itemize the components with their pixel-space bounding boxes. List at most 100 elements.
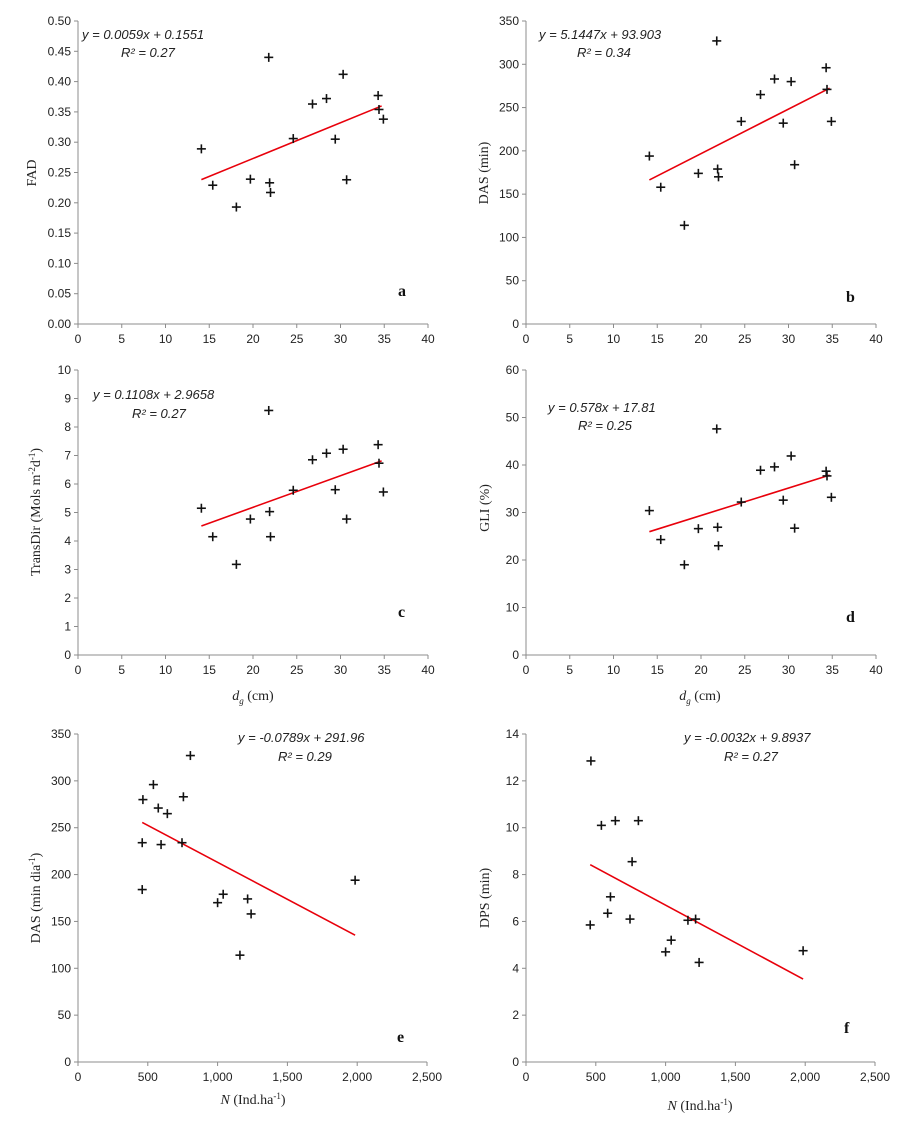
panel-f-trend-line (589, 863, 804, 980)
panel-f-x-tick-label: 2,000 (790, 1070, 820, 1084)
panel-e-x-label-sup: -1 (273, 1091, 281, 1101)
panel-e-data-point (137, 838, 147, 848)
panel-c-r2: R² = 0.27 (132, 406, 187, 421)
panel-b-x-tick-label: 5 (566, 332, 573, 346)
panel-c-points (196, 405, 388, 569)
panel-f-x-tick-label: 2,500 (860, 1070, 890, 1084)
panel-c-data-point (245, 514, 255, 524)
panel-b: 0 50 100 150 200 250 300 350 0 5 10 15 20 25 30 35 40 y … (477, 14, 883, 346)
panel-c-x-label-unit: (cm) (244, 689, 274, 704)
panel-c-y-tick-label: 3 (64, 563, 71, 577)
panel-c-x-label-main: d (232, 689, 240, 704)
panel-d-y-tick-label: 60 (506, 363, 520, 377)
panel-b-data-point (826, 116, 836, 126)
panel-a-x-tick-label: 30 (334, 332, 348, 346)
panel-f-equation: y = -0.0032x + 9.8937 (683, 730, 811, 745)
panel-f-data-point (633, 816, 643, 826)
panel-c-y-label-mid: d (29, 460, 44, 467)
panel-a-x-tick-label: 20 (246, 332, 260, 346)
panel-b-axes: 0 50 100 150 200 250 300 350 0 5 10 15 20 25 30 35 40 (499, 14, 883, 346)
panel-e-y-tick-label: 50 (58, 1008, 72, 1022)
panel-c-letter: c (398, 604, 405, 621)
panel-b-x-tick-label: 0 (523, 332, 530, 346)
panel-f-y-tick-label: 6 (512, 914, 519, 928)
panel-b-data-point (786, 77, 796, 87)
panel-e-trend (141, 821, 356, 936)
panel-d-data-point (693, 524, 703, 534)
panel-c-y-tick-label: 2 (64, 591, 71, 605)
panel-c-x-tick-label: 0 (75, 663, 82, 677)
panel-a-data-point (196, 144, 206, 154)
panel-c-y-tick-label: 4 (64, 534, 71, 548)
panel-a-trend-line (201, 105, 382, 181)
panel-f-r2: R² = 0.27 (724, 749, 779, 764)
panel-e-data-point (137, 885, 147, 895)
panel-d-data-point (714, 541, 723, 551)
panel-b-y-tick-label: 50 (506, 274, 520, 288)
panel-e-x-label-end: ) (281, 1093, 286, 1108)
panel-d-r2: R² = 0.25 (578, 418, 633, 433)
panel-b-data-point (756, 90, 765, 100)
panel-a-y-tick-label: 0.10 (48, 256, 72, 270)
panel-a-x-tick-label: 0 (75, 332, 82, 346)
panel-f-data-point (798, 946, 808, 956)
panel-c-y-tick-label: 0 (64, 648, 71, 662)
panel-c-y-tick-label: 5 (64, 506, 71, 520)
panel-b-x-tick-label: 15 (651, 332, 665, 346)
panel-e-data-point (350, 875, 360, 885)
panel-e-data-point (177, 838, 187, 848)
panel-e-data-point (235, 950, 245, 960)
panel-f-x-tick-label: 1,000 (651, 1070, 681, 1084)
panel-e-points (137, 751, 360, 960)
panel-d-trend-line (649, 474, 830, 533)
panel-f-x-label-end: ) (728, 1099, 733, 1114)
panel-b-y-tick-label: 100 (499, 230, 519, 244)
panel-d-trend (649, 474, 830, 533)
panel-e-data-point (213, 898, 223, 908)
panel-f-data-point (625, 914, 635, 924)
panel-a-equation: y = 0.0059x + 0.1551 (81, 27, 204, 42)
panel-e-data-point (138, 795, 148, 805)
panel-e-letter: e (397, 1029, 404, 1046)
panel-a-y-tick-label: 0.20 (48, 196, 72, 210)
panel-c-y-tick-label: 8 (64, 420, 71, 434)
panel-c-trend (201, 460, 382, 527)
panel-d-x-label-sub: g (686, 696, 691, 706)
panel-c-x-tick-label: 15 (203, 663, 217, 677)
panel-e-y-label-end: ) (29, 852, 44, 857)
panel-d-x-tick-label: 40 (869, 663, 883, 677)
panel-b-y-tick-label: 350 (499, 14, 519, 28)
panel-b-data-point (656, 182, 666, 192)
panel-d-x-tick-label: 5 (566, 663, 573, 677)
panel-e: 0 50 100 150 200 250 300 350 0 500 1,000 1,500 2,000… (27, 727, 442, 1108)
panel-f-data-point (683, 915, 693, 925)
panel-a-y-tick-label: 0.45 (48, 44, 72, 58)
panel-e-equation: y = -0.0789x + 291.96 (237, 730, 365, 745)
panel-a-y-tick-label: 0.15 (48, 226, 72, 240)
panel-c-x-tick-label: 20 (246, 663, 260, 677)
panel-c-data-point (196, 503, 206, 513)
panel-d-y-tick-label: 0 (512, 648, 519, 662)
panel-b-x-tick-label: 10 (607, 332, 621, 346)
panel-d-data-point (712, 424, 722, 434)
panel-c-x-tick-label: 35 (378, 663, 392, 677)
panel-f-points (585, 756, 808, 967)
panel-e-axes: 0 50 100 150 200 250 300 350 0 500 1,000 1,500 2,000… (51, 727, 442, 1084)
panel-e-data-point (156, 840, 166, 850)
panel-b-data-point (822, 84, 832, 94)
panel-b-r2: R² = 0.34 (577, 45, 631, 60)
panel-f-trend (589, 863, 804, 980)
panel-b-x-tick-label: 30 (782, 332, 796, 346)
panel-c-y-label-main: TransDir (Mols m (29, 475, 44, 576)
panel-c-x-tick-label: 40 (421, 663, 435, 677)
panel-d-data-point (713, 522, 723, 532)
panel-c-data-point (342, 514, 352, 524)
panel-e-y-tick-label: 300 (51, 774, 71, 788)
panel-b-data-point (778, 118, 788, 128)
panel-d-x-tick-label: 30 (782, 663, 796, 677)
panel-c-data-point (374, 458, 384, 468)
panel-e-data-point (178, 792, 188, 802)
panel-f-x-tick-label: 0 (523, 1070, 530, 1084)
panel-e-x-tick-label: 2,000 (342, 1070, 372, 1084)
panel-c-x-label-sub: g (239, 696, 244, 706)
